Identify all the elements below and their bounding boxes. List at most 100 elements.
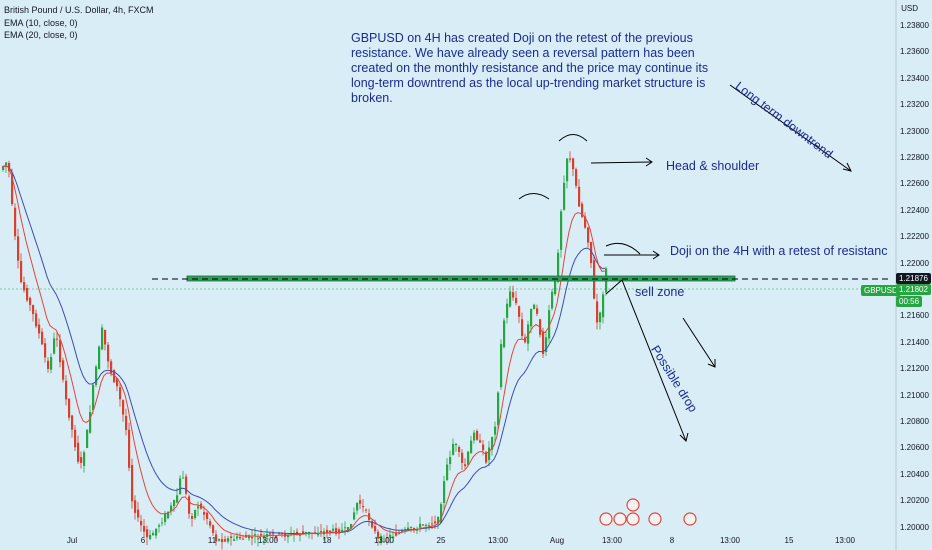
x-tick-label: 13:00 bbox=[373, 536, 395, 545]
candle-down bbox=[62, 360, 65, 380]
candle-up bbox=[503, 320, 506, 348]
economic-event-marker bbox=[683, 512, 697, 526]
candle-up bbox=[197, 506, 200, 509]
candle-up bbox=[344, 527, 347, 529]
candle-up bbox=[599, 312, 602, 323]
ema20-legend[interactable]: EMA (20, close, 0) bbox=[4, 30, 78, 40]
candle-down bbox=[413, 527, 416, 529]
candle-down bbox=[476, 430, 479, 440]
candle-up bbox=[551, 291, 554, 309]
candle-down bbox=[122, 400, 125, 415]
y-tick-label: 1.21400 bbox=[900, 337, 929, 347]
doji-label: Doji on the 4H with a retest of resistan… bbox=[670, 244, 888, 258]
candle-down bbox=[458, 447, 461, 453]
y-tick-label: 1.23400 bbox=[900, 73, 929, 83]
candle-down bbox=[377, 531, 380, 539]
candle-up bbox=[167, 511, 170, 519]
candle-up bbox=[437, 517, 440, 524]
candle-down bbox=[125, 415, 128, 430]
candle-up bbox=[341, 529, 344, 532]
candle-up bbox=[356, 502, 359, 511]
candle-down bbox=[395, 532, 398, 536]
candle-down bbox=[320, 531, 323, 533]
candle-up bbox=[5, 162, 8, 166]
economic-event-marker bbox=[599, 512, 613, 526]
candle-down bbox=[326, 529, 329, 534]
candle-up bbox=[473, 432, 476, 441]
candle-up bbox=[602, 294, 605, 318]
candle-up bbox=[404, 529, 407, 531]
candle-up bbox=[455, 443, 458, 446]
candle-up bbox=[383, 540, 386, 542]
candle-up bbox=[89, 411, 92, 433]
candle-down bbox=[59, 340, 62, 363]
y-tick-label: 1.21200 bbox=[900, 364, 929, 374]
candle-down bbox=[14, 207, 17, 237]
head-arc bbox=[558, 134, 588, 142]
candle-up bbox=[548, 310, 551, 339]
candle-up bbox=[407, 527, 410, 531]
candle-down bbox=[209, 521, 212, 526]
candle-up bbox=[170, 505, 173, 512]
candle-down bbox=[41, 331, 44, 345]
candle-down bbox=[362, 506, 365, 508]
candle-down bbox=[371, 521, 374, 528]
candle-down bbox=[29, 297, 32, 305]
y-tick-label: 1.21000 bbox=[900, 390, 929, 400]
candle-up bbox=[86, 429, 89, 449]
candle-down bbox=[587, 227, 590, 243]
head-arrow bbox=[590, 157, 653, 167]
y-tick-label: 1.21600 bbox=[900, 311, 929, 321]
candle-down bbox=[47, 360, 50, 369]
candle-down bbox=[131, 464, 134, 502]
candle-down bbox=[578, 186, 581, 207]
candle-down bbox=[518, 306, 521, 317]
ema10-legend[interactable]: EMA (10, close, 0) bbox=[4, 18, 78, 28]
candle-up bbox=[425, 524, 428, 526]
y-tick-label: 1.22800 bbox=[900, 153, 929, 162]
candle-down bbox=[140, 520, 143, 526]
candle-up bbox=[419, 523, 422, 528]
last-price-tag: 1.21802 bbox=[896, 284, 931, 295]
x-tick-label: 25 bbox=[436, 536, 446, 545]
candle-down bbox=[386, 537, 389, 539]
candle-down bbox=[521, 319, 524, 337]
event-markers bbox=[599, 498, 697, 526]
economic-event-marker bbox=[626, 512, 640, 526]
candle-down bbox=[230, 536, 233, 538]
y-tick-label: 1.20600 bbox=[900, 443, 929, 453]
candle-up bbox=[233, 539, 236, 541]
candle-down bbox=[26, 288, 29, 301]
candle-up bbox=[101, 327, 104, 350]
y-tick-label: 1.20800 bbox=[900, 417, 929, 426]
candle-down bbox=[128, 429, 131, 468]
candle-down bbox=[134, 500, 137, 513]
candle-down bbox=[68, 398, 71, 418]
candle-down bbox=[146, 529, 149, 538]
candle-up bbox=[563, 182, 566, 210]
candle-up bbox=[488, 447, 491, 461]
candle-up bbox=[566, 158, 569, 182]
y-tick-label: 1.22000 bbox=[900, 258, 929, 268]
ema10-line bbox=[1, 165, 606, 537]
candle-down bbox=[329, 530, 332, 533]
candle-up bbox=[491, 437, 494, 450]
y-tick-label: 1.22400 bbox=[900, 205, 929, 215]
head-shoulder-label: Head & shoulder bbox=[666, 159, 760, 173]
candle-up bbox=[494, 426, 497, 435]
candle-up bbox=[254, 534, 257, 536]
x-tick-label: 6 bbox=[140, 536, 146, 545]
candle-down bbox=[596, 301, 599, 323]
candle-down bbox=[575, 169, 578, 186]
candle-down bbox=[524, 337, 527, 343]
x-tick-label: 13:00 bbox=[834, 536, 856, 545]
economic-event-marker bbox=[648, 512, 662, 526]
candle-up bbox=[95, 366, 98, 385]
long-term-arrow bbox=[729, 84, 852, 172]
candle-up bbox=[452, 443, 455, 455]
candle-up bbox=[83, 452, 86, 466]
candle-down bbox=[512, 292, 515, 298]
candle-up bbox=[2, 166, 5, 170]
candle-up bbox=[194, 510, 197, 519]
